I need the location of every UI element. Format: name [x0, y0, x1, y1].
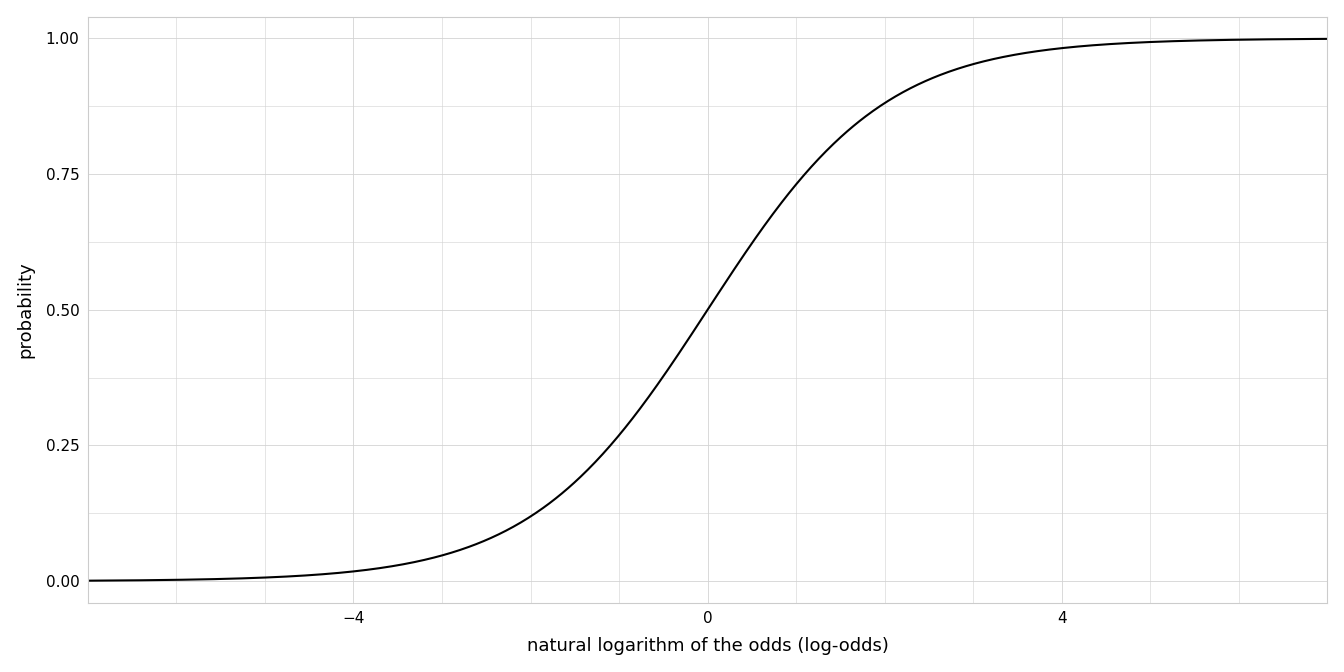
- Y-axis label: probability: probability: [16, 261, 35, 358]
- X-axis label: natural logarithm of the odds (log-odds): natural logarithm of the odds (log-odds): [527, 637, 888, 655]
